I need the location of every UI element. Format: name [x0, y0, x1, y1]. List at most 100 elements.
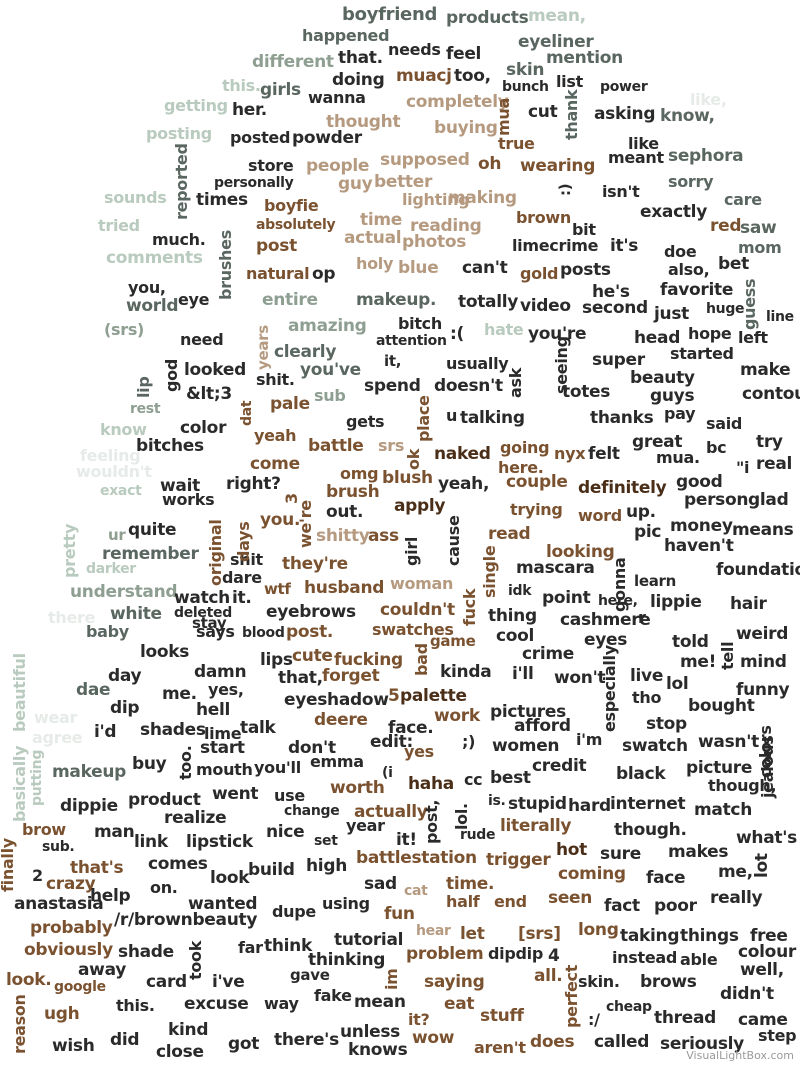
cloud-word: actual: [344, 228, 402, 248]
cloud-word: guy: [338, 174, 373, 194]
cloud-word: saw: [740, 218, 777, 238]
cloud-word: post.: [286, 622, 334, 642]
cloud-word: fucking: [334, 650, 403, 670]
cloud-word: lip: [134, 376, 153, 398]
cloud-word: understand: [70, 582, 178, 602]
cloud-word: sounds: [104, 188, 167, 207]
cloud-word: skin.: [578, 972, 620, 991]
cloud-word: mua: [494, 98, 513, 136]
cloud-word: makeup: [52, 762, 127, 782]
cloud-word: it,: [384, 352, 402, 370]
cloud-word: colour: [738, 942, 796, 962]
cloud-word: like,: [690, 90, 727, 109]
cloud-word: also,: [668, 260, 710, 279]
cloud-word: boyfriend: [342, 4, 438, 25]
cloud-word: baby: [86, 622, 129, 641]
cloud-word: live: [630, 666, 664, 686]
cloud-word: couple: [506, 472, 568, 492]
cloud-word: seen: [548, 888, 593, 908]
cloud-word: actually: [354, 802, 428, 822]
cloud-word: bit: [572, 220, 596, 239]
cloud-word: problem: [406, 944, 484, 964]
cloud-word: out.: [326, 502, 364, 522]
cloud-word: photos: [402, 232, 467, 252]
cloud-word: let: [460, 924, 485, 944]
cloud-word: wearing: [520, 156, 596, 176]
cloud-word: you've: [300, 360, 361, 380]
cloud-word: means: [732, 520, 794, 540]
cloud-word: guess: [740, 278, 759, 330]
cloud-word: doing: [332, 70, 385, 90]
cloud-word: use: [274, 786, 305, 805]
cloud-word: free: [750, 926, 788, 946]
cloud-word: you.: [260, 510, 301, 530]
cloud-word: glad: [748, 490, 789, 510]
cloud-word: match: [694, 800, 752, 820]
cloud-word: guys: [650, 386, 695, 406]
cloud-word: crazy: [46, 874, 96, 894]
cloud-word: cashmere: [560, 610, 651, 630]
cloud-word: line: [766, 309, 794, 325]
cloud-word: way: [264, 994, 299, 1013]
cloud-word: hope: [688, 324, 732, 343]
cloud-word: you'll: [254, 758, 301, 777]
cloud-word: 2: [32, 866, 43, 885]
cloud-word: eat: [444, 994, 475, 1014]
cloud-word: said: [706, 414, 743, 433]
cloud-word: gonna: [610, 557, 629, 612]
cloud-word: like: [628, 134, 659, 153]
cloud-word: you,: [128, 278, 166, 297]
cloud-word: pay: [664, 404, 696, 423]
cloud-word: 4: [548, 946, 560, 966]
cloud-word: seriously: [660, 1034, 744, 1054]
cloud-word: bitch: [398, 314, 442, 333]
cloud-word: money: [670, 516, 733, 536]
cloud-word: make: [740, 360, 791, 380]
cloud-word: stuff: [480, 1006, 524, 1026]
cloud-word: (srs): [104, 320, 145, 339]
cloud-word: change: [284, 803, 340, 819]
cloud-word: :/: [588, 1010, 600, 1029]
cloud-word: women: [492, 736, 560, 756]
cloud-word: come: [250, 454, 300, 474]
cloud-word: apply: [394, 496, 446, 516]
cloud-word: eyebrows: [266, 602, 356, 622]
cloud-word: shitty: [316, 526, 370, 546]
cloud-word: lighting: [402, 190, 470, 209]
cloud-word: you're: [528, 324, 587, 344]
cloud-word: start: [200, 738, 245, 758]
cloud-word: just: [654, 304, 689, 324]
cloud-word: mean,: [528, 6, 586, 26]
cloud-word: brows: [640, 972, 697, 992]
cloud-word: blush: [382, 468, 433, 488]
cloud-word: thread: [654, 1008, 716, 1028]
cloud-word: pic: [634, 522, 662, 542]
cloud-word: worth: [330, 778, 385, 798]
cloud-word: wtf: [264, 580, 291, 598]
cloud-word: hard: [568, 796, 611, 816]
cloud-word: makes: [668, 842, 729, 862]
cloud-word: trigger: [486, 850, 551, 870]
cloud-word: what's: [736, 828, 797, 848]
cloud-word: probably: [30, 918, 113, 938]
cloud-word: blue: [398, 258, 439, 278]
cloud-word: srs: [378, 436, 405, 455]
cloud-word: coming: [558, 864, 626, 884]
cloud-word: totally: [458, 292, 519, 312]
cloud-word: care: [724, 190, 762, 209]
cloud-word: me.: [162, 684, 197, 704]
cloud-word: hair: [730, 594, 767, 614]
cloud-word: husband: [304, 578, 385, 598]
cloud-word: here,: [598, 593, 638, 609]
cloud-word: that's: [70, 858, 124, 878]
cloud-word: works: [162, 490, 215, 509]
cloud-word: buying: [434, 118, 498, 138]
cloud-word: anastasia: [14, 894, 104, 914]
cloud-word: step: [758, 1026, 797, 1045]
cloud-word: wanted: [188, 894, 258, 914]
cloud-word: taking: [620, 926, 680, 946]
cloud-word: up.: [626, 502, 656, 522]
cloud-word: this.: [116, 996, 155, 1015]
cloud-word: far: [238, 938, 263, 957]
